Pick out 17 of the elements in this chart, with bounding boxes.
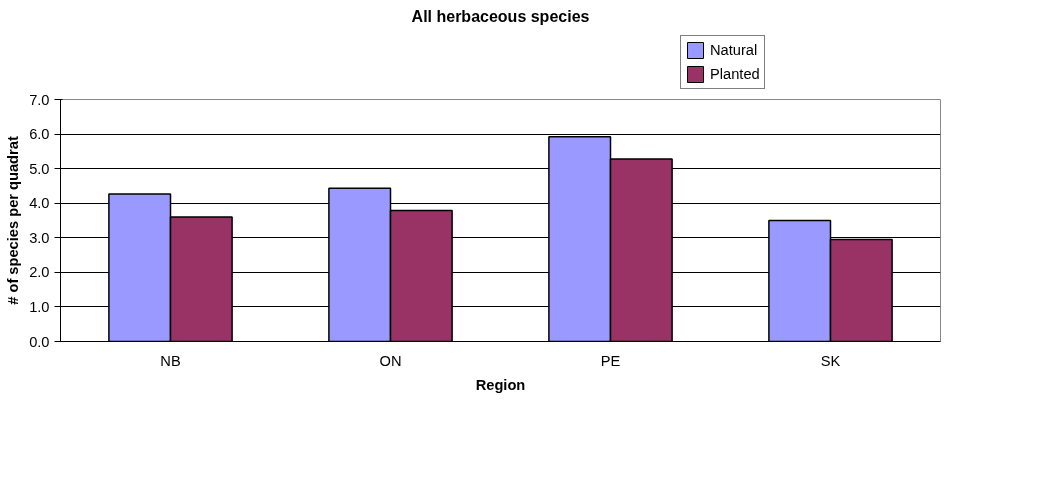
y-tick-label: 1.0 [29,298,50,315]
y-tick-label: 0.0 [29,333,50,350]
x-tick-label: ON [379,352,402,369]
y-axis-title: # of species per quadrat [5,136,22,305]
x-tick-label: PE [600,352,621,369]
legend-label: Natural [710,42,758,58]
x-axis-title: Region [475,376,526,393]
x-tick-label: NB [160,352,181,369]
chart-title: All herbaceous species [411,7,590,25]
y-tick-label: 2.0 [29,264,50,281]
y-tick-label: 3.0 [29,229,50,246]
x-tick-label: SK [820,352,841,369]
legend-label: Planted [710,66,760,82]
y-tick-label: 6.0 [29,126,50,143]
y-tick-label: 7.0 [29,91,50,108]
y-tick-label: 4.0 [29,195,50,212]
y-tick-label: 5.0 [29,160,50,177]
